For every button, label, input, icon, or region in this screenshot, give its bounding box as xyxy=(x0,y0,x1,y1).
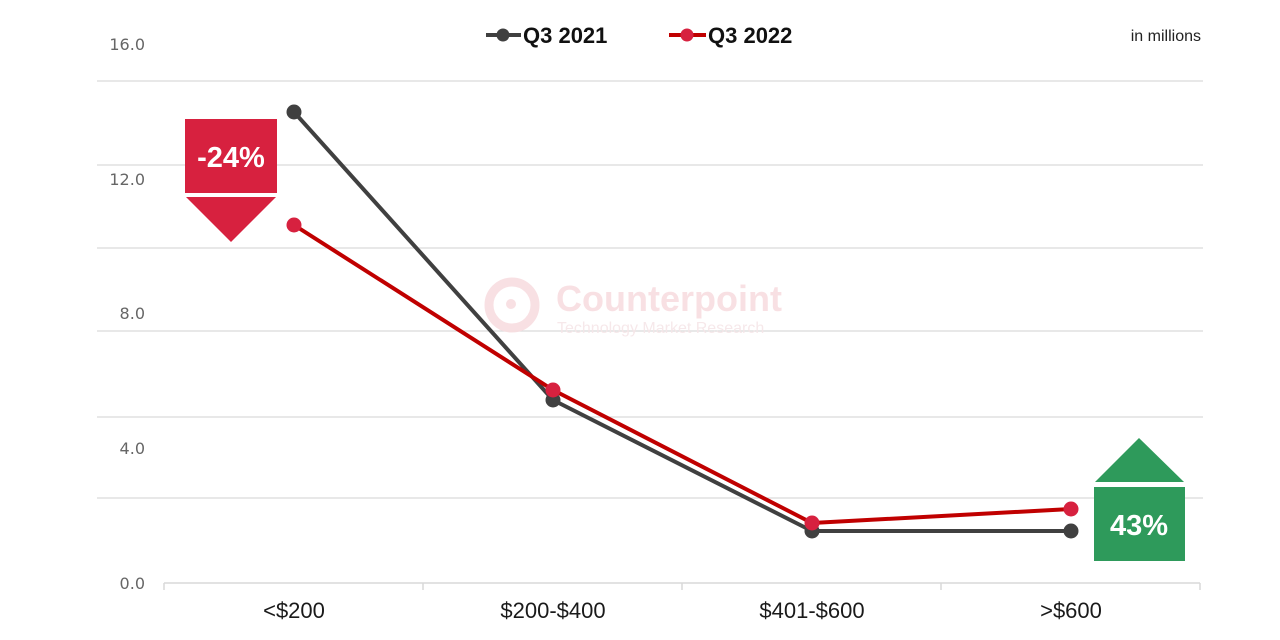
y-tick-label: 4.0 xyxy=(120,439,145,458)
legend-marker-icon xyxy=(496,28,510,42)
arrow-up-icon xyxy=(1095,438,1184,482)
x-axis xyxy=(163,582,1201,590)
watermark-subtitle: Technology Market Research xyxy=(557,320,764,337)
y-tick-label: 8.0 xyxy=(120,304,145,323)
legend-label: Q3 2021 xyxy=(523,23,607,48)
y-tick-label: 12.0 xyxy=(109,170,145,189)
x-tick-label: >$600 xyxy=(1040,598,1102,623)
gridlines xyxy=(97,80,1203,499)
legend-item-q3-2021[interactable]: Q3 2021 xyxy=(486,23,607,48)
data-point xyxy=(286,217,302,233)
watermark-title: Counterpoint xyxy=(556,278,782,319)
data-point xyxy=(545,382,561,398)
data-point xyxy=(286,104,302,120)
decline-badge: -24% xyxy=(185,119,277,242)
decline-badge-label: -24% xyxy=(197,142,265,174)
y-axis-labels: 0.0 4.0 8.0 12.0 16.0 xyxy=(109,35,145,593)
x-tick-label: $401-$600 xyxy=(759,598,864,623)
legend-marker-icon xyxy=(680,28,694,42)
watermark: Counterpoint Technology Market Research xyxy=(484,277,782,337)
units-label: in millions xyxy=(1131,28,1201,45)
data-point xyxy=(804,515,820,531)
y-tick-label: 0.0 xyxy=(120,574,145,593)
data-point xyxy=(1063,501,1079,517)
counterpoint-logo-icon xyxy=(484,277,540,333)
legend-item-q3-2022[interactable]: Q3 2022 xyxy=(669,23,792,48)
growth-badge-label: 43% xyxy=(1110,510,1168,542)
data-point xyxy=(1063,523,1079,539)
legend: Q3 2021 Q3 2022 xyxy=(486,23,792,48)
legend-label: Q3 2022 xyxy=(708,23,792,48)
growth-badge: 43% xyxy=(1094,438,1185,561)
x-tick-label: <$200 xyxy=(263,598,325,623)
arrow-down-icon xyxy=(186,197,276,242)
x-tick-label: $200-$400 xyxy=(500,598,605,623)
y-tick-label: 16.0 xyxy=(109,35,145,54)
x-axis-labels: <$200 $200-$400 $401-$600 >$600 xyxy=(263,598,1102,623)
series-q3-2022 xyxy=(286,217,1079,531)
